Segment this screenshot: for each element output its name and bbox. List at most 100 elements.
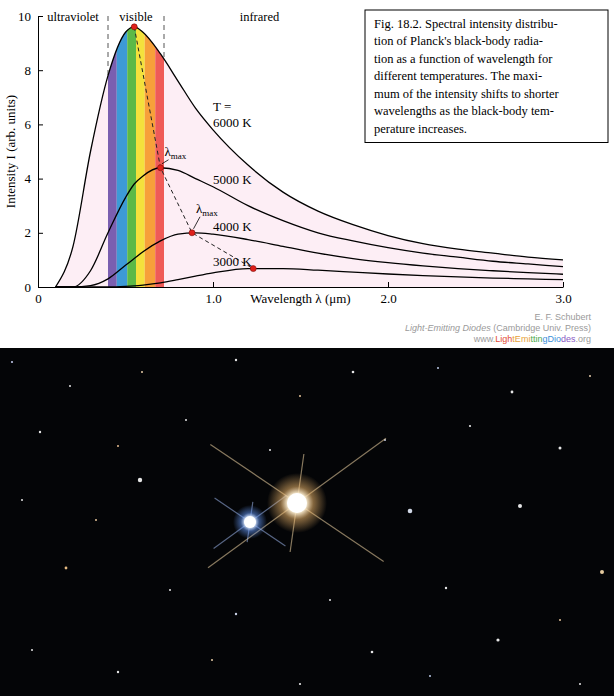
x-tick-label: 0 bbox=[35, 291, 42, 306]
figure: Fig. 18.2. Spectral intensity distribu-t… bbox=[0, 0, 614, 696]
lambda-max-arrow bbox=[194, 217, 201, 229]
curve-label: 3000 K bbox=[213, 254, 252, 269]
y-axis-line bbox=[38, 17, 39, 288]
background-star bbox=[299, 395, 301, 397]
y-axis: 0 2 4 6 8 10 bbox=[18, 9, 43, 295]
plot-area bbox=[56, 16, 564, 287]
credit-url-part: .org bbox=[575, 334, 591, 344]
caption-line: tion of Planck's black-body radia- bbox=[374, 34, 543, 48]
spectrum bbox=[108, 16, 164, 287]
background-star bbox=[141, 371, 143, 373]
y-tick-label: 8 bbox=[25, 63, 32, 78]
lambda-max-label: λmax bbox=[165, 144, 187, 161]
background-star bbox=[408, 509, 413, 514]
region-label: infrared bbox=[240, 10, 280, 24]
spectrum-band bbox=[127, 16, 136, 287]
x-tick-label: 3.0 bbox=[555, 291, 571, 306]
caption-line: mum of the intensity shifts to shorter bbox=[374, 87, 560, 101]
curve-label-title: T = bbox=[213, 99, 231, 114]
caption-line: perature increases. bbox=[374, 122, 467, 136]
credit-book: Light-Emitting Diodes (Cambridge Univ. P… bbox=[405, 323, 591, 333]
x-tick: 1.0 bbox=[205, 282, 221, 306]
x-tick-label: 2.0 bbox=[380, 291, 396, 306]
caption-line: different temperatures. The maxi- bbox=[374, 69, 542, 83]
y-tick-mark bbox=[38, 70, 43, 71]
background-star bbox=[95, 519, 97, 521]
background-star bbox=[117, 671, 119, 673]
background-star bbox=[169, 589, 171, 591]
x-axis-line bbox=[39, 287, 564, 288]
spectrum-band bbox=[117, 16, 128, 287]
curve-label: 5000 K bbox=[213, 172, 252, 187]
y-tick: 0 bbox=[25, 280, 44, 295]
background-star bbox=[211, 659, 213, 661]
region-label: visible bbox=[119, 10, 153, 24]
background-star bbox=[496, 638, 499, 641]
y-tick-mark bbox=[38, 179, 43, 180]
background-star bbox=[39, 431, 41, 433]
y-tick-mark bbox=[38, 233, 43, 234]
curve bbox=[56, 27, 564, 287]
background-star bbox=[69, 385, 71, 387]
background-star bbox=[589, 375, 591, 377]
y-tick: 4 bbox=[25, 171, 44, 186]
y-tick-label: 2 bbox=[25, 225, 32, 240]
curve bbox=[56, 269, 564, 287]
background-star bbox=[329, 599, 331, 601]
background-star bbox=[269, 449, 271, 451]
y-tick-label: 0 bbox=[25, 280, 32, 295]
background-star bbox=[469, 425, 471, 427]
credit-book-publisher: (Cambridge Univ. Press) bbox=[491, 323, 591, 333]
lambda-max-point bbox=[131, 24, 137, 30]
y-tick-label: 10 bbox=[18, 9, 31, 24]
credit-url-part: www. bbox=[473, 334, 496, 344]
background-star bbox=[559, 447, 562, 450]
background-star bbox=[511, 391, 514, 394]
background-star bbox=[11, 361, 13, 363]
photo-background bbox=[0, 348, 614, 696]
background-star bbox=[138, 478, 142, 482]
background-star bbox=[65, 567, 68, 570]
x-axis: 0 1.0 2.0 3.0 bbox=[35, 282, 571, 306]
y-tick: 8 bbox=[25, 63, 44, 78]
credit-url: www.LightEmittingDiodes.org bbox=[473, 334, 591, 344]
credit-url-letter: m bbox=[521, 334, 529, 344]
caption-line: Fig. 18.2. Spectral intensity distribu- bbox=[374, 17, 558, 31]
background-star bbox=[559, 619, 561, 621]
star-blue-glow bbox=[233, 505, 267, 539]
star-blue-core bbox=[244, 516, 256, 528]
background-star bbox=[235, 359, 237, 361]
credit-author: E. F. Schubert bbox=[534, 312, 591, 322]
background-star bbox=[579, 683, 581, 685]
y-tick-label: 4 bbox=[25, 171, 32, 186]
lambda-max-subscript: max bbox=[202, 208, 218, 218]
spectrum-band bbox=[108, 16, 117, 287]
star-photo bbox=[0, 348, 614, 696]
spectrum-band bbox=[136, 16, 145, 287]
background-star bbox=[600, 570, 604, 574]
y-tick: 10 bbox=[18, 9, 43, 24]
background-star bbox=[185, 419, 187, 421]
y-tick-mark bbox=[38, 124, 43, 125]
y-tick-label: 6 bbox=[25, 117, 32, 132]
x-axis-title: Wavelength λ (μm) bbox=[250, 291, 350, 306]
region-label: ultraviolet bbox=[47, 10, 99, 24]
y-tick-mark bbox=[38, 287, 43, 288]
lambda-max-subscript: max bbox=[171, 151, 187, 161]
credit-url-part: LightEmittingDiodes bbox=[495, 334, 576, 344]
curve bbox=[56, 233, 564, 287]
y-axis-title: Intensity I (arb. units) bbox=[3, 95, 18, 208]
background-star bbox=[437, 367, 439, 369]
x-tick-mark bbox=[388, 282, 389, 287]
background-star bbox=[31, 649, 33, 651]
background-star bbox=[371, 651, 374, 654]
curve-label: 6000 K bbox=[213, 115, 252, 130]
x-tick-label: 1.0 bbox=[205, 291, 221, 306]
caption-line: wavelengths as the black-body tem- bbox=[374, 104, 554, 118]
background-star bbox=[235, 613, 237, 615]
background-star bbox=[352, 371, 355, 374]
caption-box bbox=[365, 10, 608, 143]
y-tick-mark bbox=[38, 16, 43, 17]
caption-line: tion as a function of wavelength for bbox=[374, 52, 553, 66]
x-tick: 3.0 bbox=[555, 282, 571, 306]
